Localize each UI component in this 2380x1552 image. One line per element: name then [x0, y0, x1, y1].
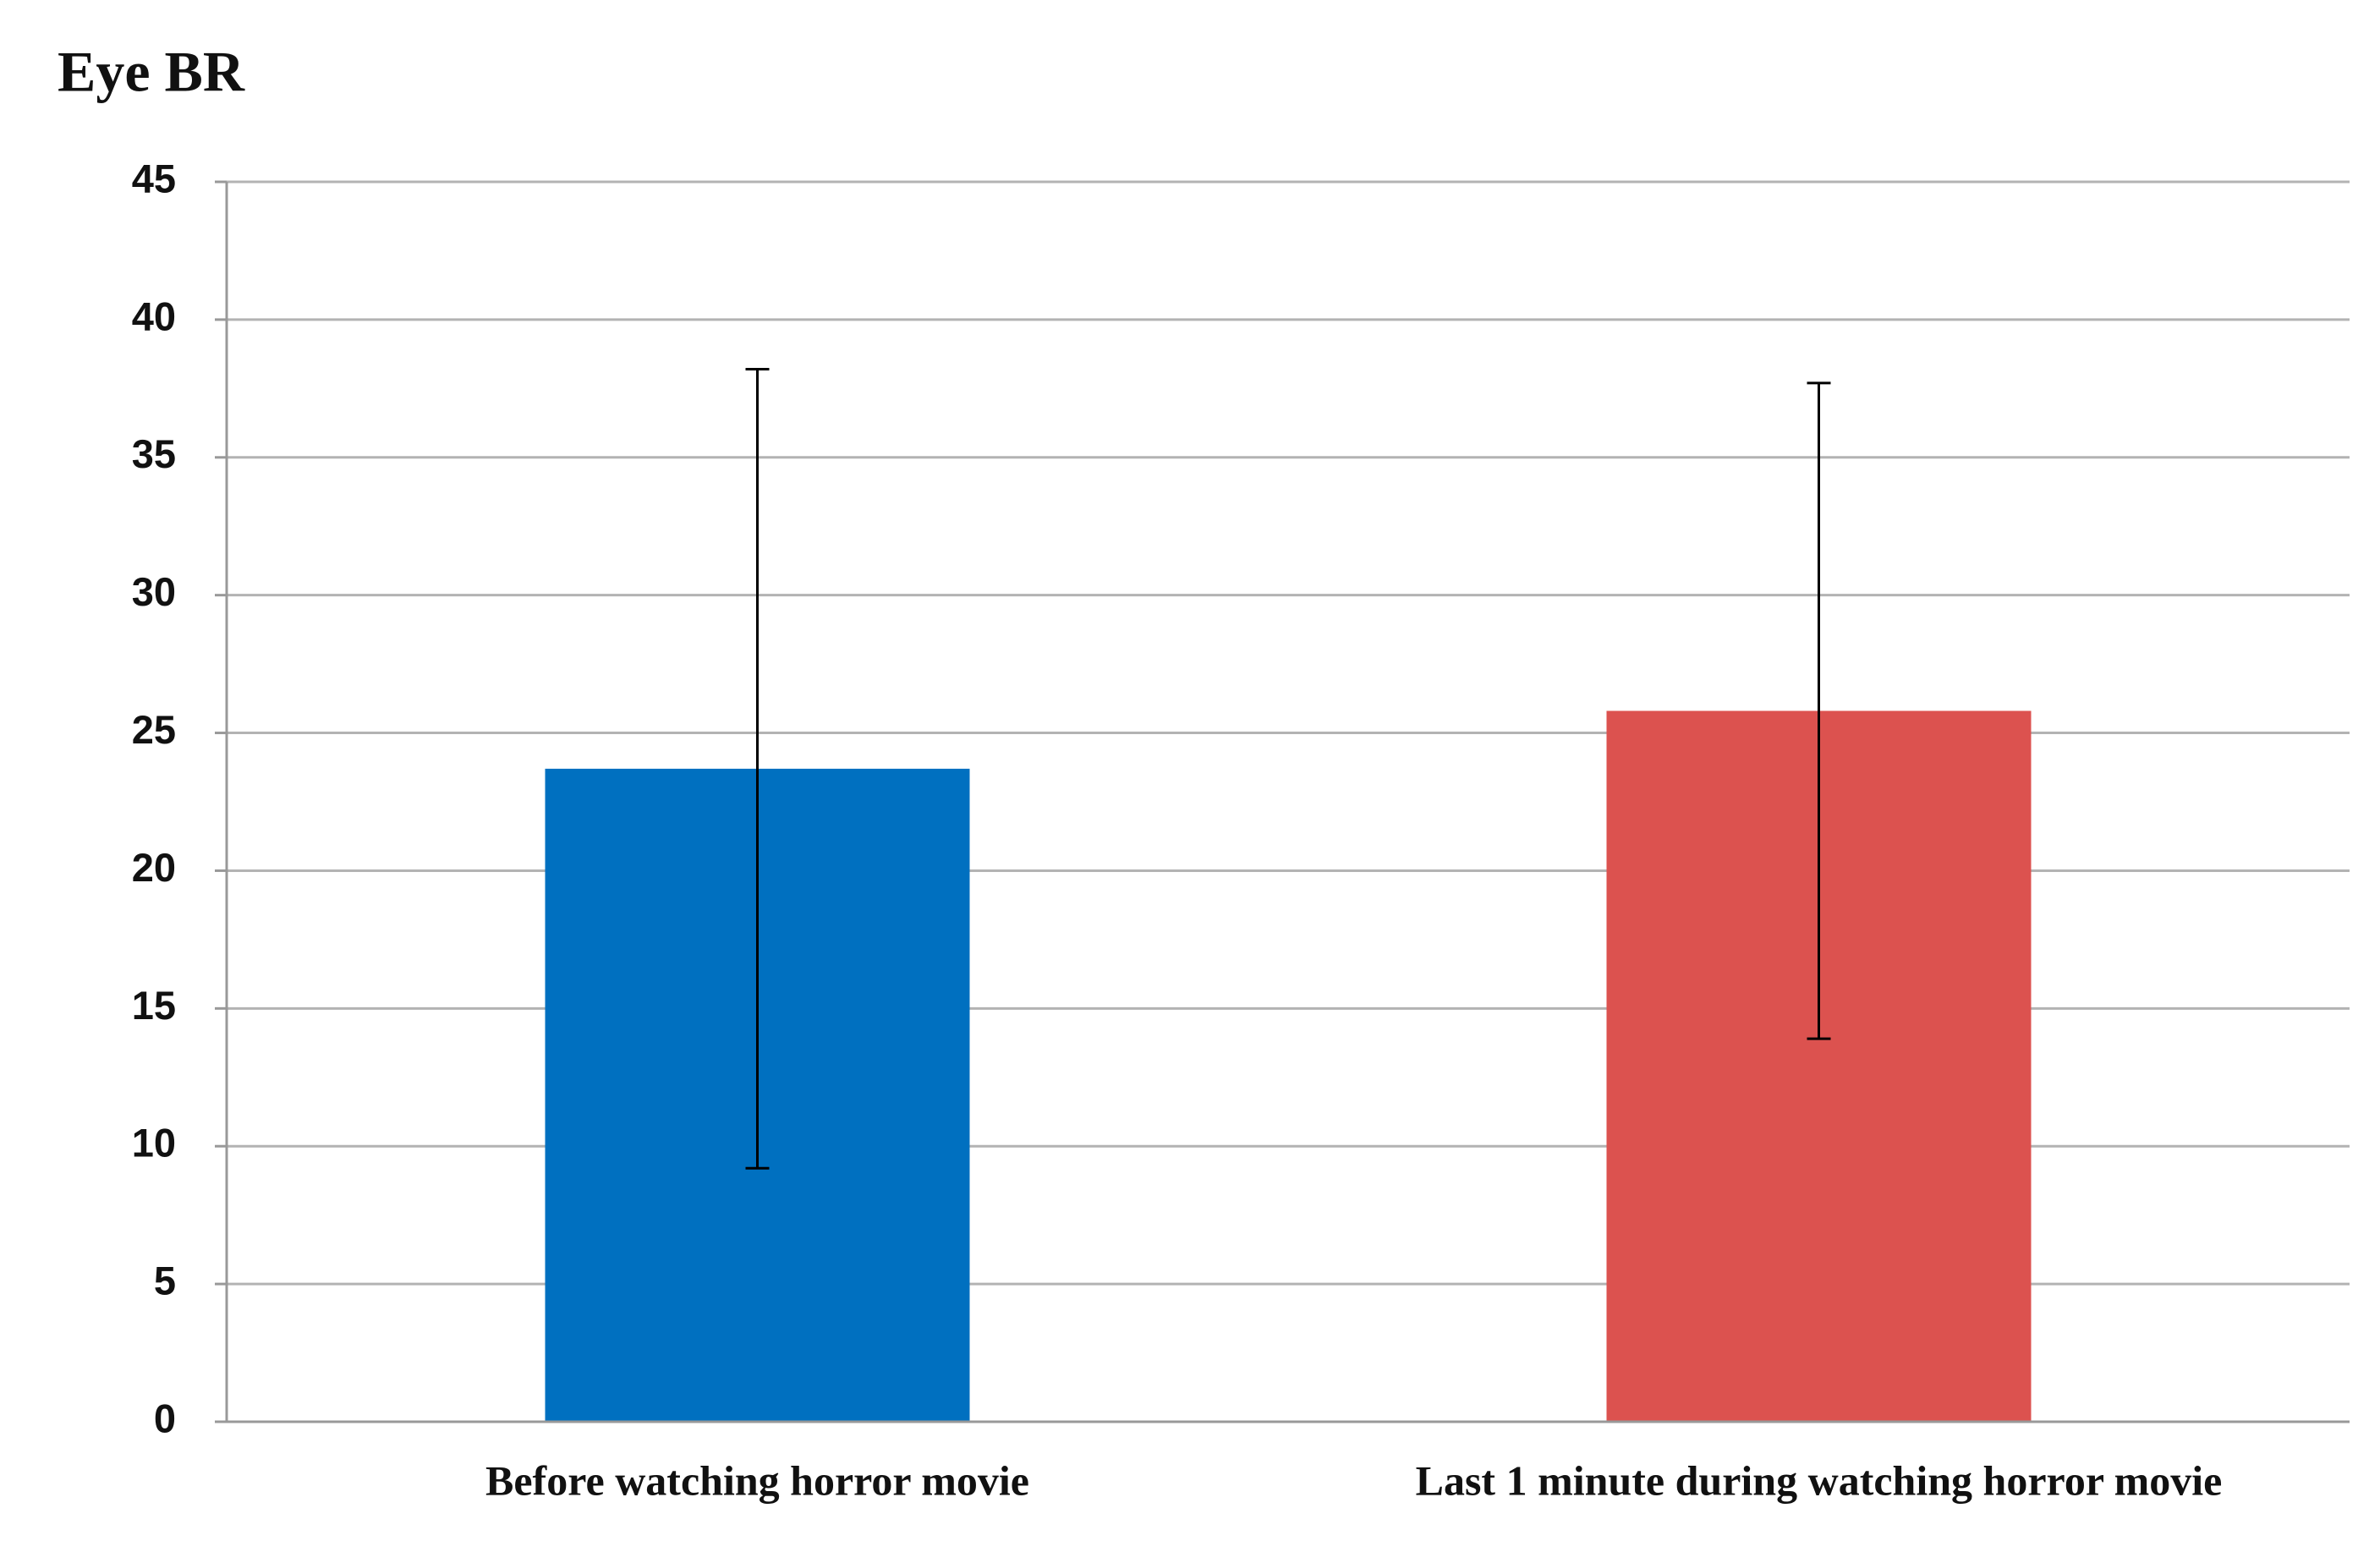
x-tick-label: Before watching horror movie — [485, 1456, 1029, 1504]
y-tick-label: 5 — [154, 1259, 176, 1303]
y-tick-label: 30 — [132, 569, 176, 614]
y-tick-label: 10 — [132, 1121, 176, 1165]
y-tick-label: 25 — [132, 707, 176, 752]
x-tick-label: Last 1 minute during watching horror mov… — [1416, 1456, 2223, 1504]
y-tick-label: 0 — [154, 1396, 176, 1440]
y-tick-label: 20 — [132, 845, 176, 890]
y-tick-label: 15 — [132, 983, 176, 1028]
y-tick-label: 35 — [132, 431, 176, 476]
chart-title: Eye BR — [58, 40, 245, 104]
y-tick-label: 40 — [132, 293, 176, 338]
y-tick-label: 45 — [132, 156, 176, 200]
